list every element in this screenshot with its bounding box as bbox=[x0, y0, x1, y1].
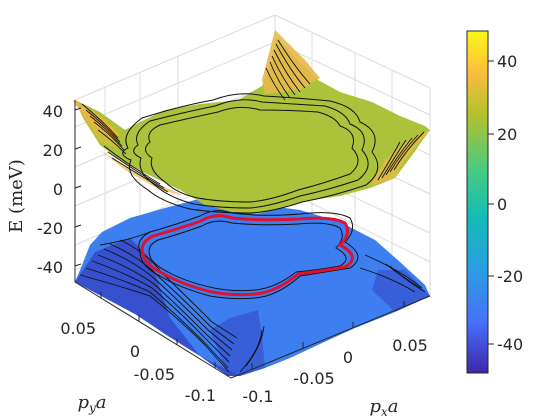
colorbar-tick-label: 20 bbox=[497, 125, 517, 144]
x-tick-labels: -0.1 -0.05 0 0.05 bbox=[242, 336, 427, 406]
z-axis-label: E (meV) bbox=[6, 159, 27, 233]
z-tick-label: -20 bbox=[37, 219, 63, 238]
x-axis-label: pxa bbox=[369, 396, 398, 419]
z-tick-label: 40 bbox=[43, 102, 63, 121]
highlighted-contour-line bbox=[140, 214, 354, 297]
y-tick-label: 0.05 bbox=[60, 319, 96, 338]
colorbar: 40 20 0 -20 -40 bbox=[466, 30, 523, 374]
colorbar-tick-label: 0 bbox=[497, 195, 507, 214]
y-axis-label: pya bbox=[77, 392, 106, 415]
z-tick-labels: 40 20 0 -20 -40 bbox=[37, 102, 63, 277]
lower-band-surface bbox=[75, 196, 430, 376]
upper-band-surface bbox=[72, 30, 430, 214]
colorbar-gradient bbox=[466, 30, 489, 374]
x-tick-label: 0.05 bbox=[392, 336, 428, 355]
colorbar-tick-label: -20 bbox=[497, 267, 523, 286]
y-tick-label: 0 bbox=[130, 342, 140, 361]
colorbar-tick-label: -40 bbox=[497, 335, 523, 354]
y-tick-labels: 0.05 0 -0.05 -0.1 bbox=[60, 319, 216, 405]
z-tick-label: 20 bbox=[43, 141, 63, 160]
z-tick-label: -40 bbox=[37, 258, 63, 277]
x-tick-label: 0 bbox=[343, 348, 353, 367]
y-tick-label: -0.05 bbox=[134, 365, 175, 384]
z-tick-label: 0 bbox=[53, 180, 63, 199]
x-tick-label: -0.1 bbox=[242, 387, 273, 406]
y-tick-label: -0.1 bbox=[185, 386, 216, 405]
axes-lines bbox=[74, 100, 431, 379]
x-tick-label: -0.05 bbox=[293, 369, 334, 388]
colorbar-tick-label: 40 bbox=[497, 52, 517, 71]
